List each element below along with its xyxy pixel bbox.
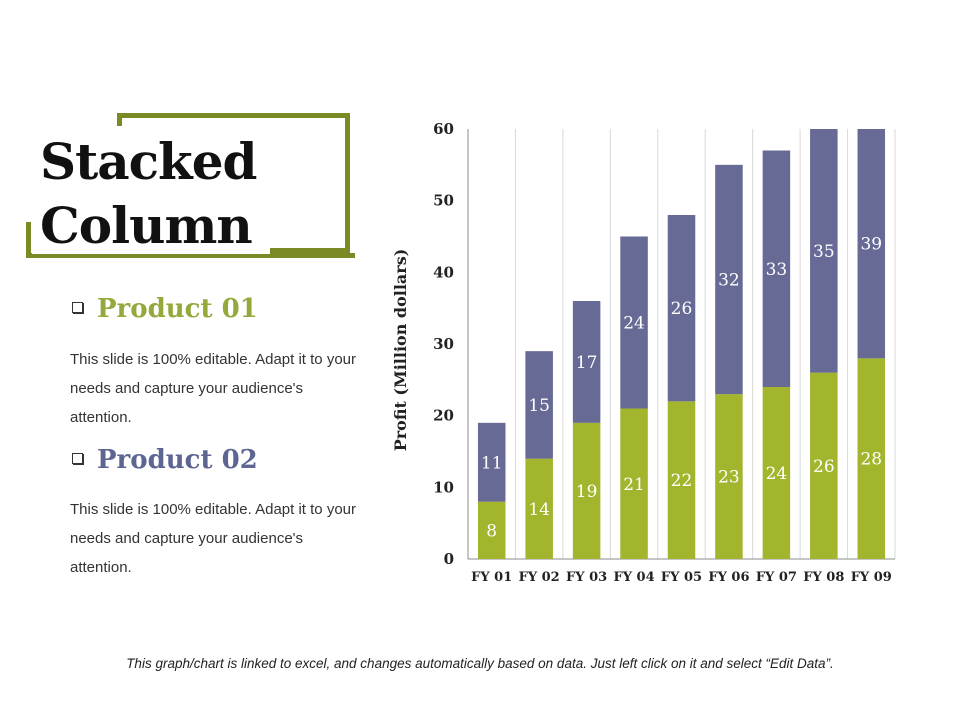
bar-segment-purple: [620, 236, 648, 409]
y-axis-title: Profit (Million dollars): [391, 249, 410, 452]
slide-title-line1: Stacked: [40, 132, 257, 191]
data-label: 21: [623, 475, 645, 495]
data-label: 11: [481, 453, 503, 473]
product-01-heading: Product 01: [72, 294, 258, 324]
x-tick-label: FY 04: [613, 570, 654, 585]
bar-segment-purple: [762, 150, 791, 387]
bar-segment-purple: [477, 422, 506, 502]
data-label: 14: [528, 500, 550, 520]
data-label: 15: [528, 396, 550, 416]
bar-segment-purple: [857, 129, 886, 359]
bar-segment-green: [857, 358, 886, 559]
data-label: 19: [576, 482, 598, 502]
product-02-text: This slide is 100% editable. Adapt it to…: [70, 501, 356, 576]
bar-segment-green: [715, 394, 743, 559]
slide-title-line2: Column: [40, 196, 253, 255]
data-label: 33: [766, 260, 788, 280]
bar-segment-green: [762, 387, 791, 559]
product-02-heading: Product 02: [72, 445, 258, 475]
bar-segment-purple: [667, 215, 696, 402]
x-tick-label: FY 02: [519, 570, 560, 585]
title-mask: [32, 126, 270, 254]
square-bullet-icon: [72, 301, 83, 313]
data-label: 26: [813, 457, 835, 477]
y-tick-label: 20: [433, 407, 454, 425]
slide-title: Stacked Column: [40, 130, 290, 258]
bar-segment-green: [525, 458, 553, 559]
bar-segment-green: [572, 422, 601, 559]
x-tick-label: FY 01: [471, 570, 512, 585]
x-tick-label: FY 05: [661, 570, 702, 585]
data-label: 24: [766, 464, 788, 484]
x-tick-label: FY 08: [803, 570, 844, 585]
data-label: 32: [718, 271, 740, 291]
y-tick-label: 50: [433, 192, 454, 210]
product-01-title: Product 01: [97, 294, 258, 324]
x-tick-label: FY 09: [851, 570, 892, 585]
bar-segment-green: [810, 372, 838, 559]
data-label: 35: [813, 242, 835, 262]
bar-segment-purple: [572, 301, 601, 423]
bar-segment-purple: [715, 164, 743, 395]
data-label: 22: [671, 471, 693, 491]
product-01-text: This slide is 100% editable. Adapt it to…: [70, 351, 356, 426]
x-tick-label: FY 06: [708, 570, 749, 585]
data-label: 28: [860, 450, 882, 470]
y-tick-label: 10: [433, 478, 454, 496]
data-label: 17: [576, 353, 598, 373]
data-label: 26: [671, 299, 693, 319]
y-tick-label: 30: [433, 335, 454, 353]
stacked-column-chart: 0 10 20 30 40 50 60 Profit (Million dollars) 8 11…: [391, 120, 896, 585]
square-bullet-icon: [72, 452, 83, 464]
y-tick-label: 60: [433, 120, 454, 138]
data-label: 24: [623, 314, 645, 334]
data-label: 23: [718, 468, 740, 488]
bar-segment-purple: [525, 351, 553, 459]
title-frame-bottom: [26, 253, 355, 258]
bar-segment-green: [477, 501, 506, 559]
x-tick-label: FY 03: [566, 570, 607, 585]
bar-segment-purple: [810, 129, 838, 373]
x-tick-label: FY 07: [756, 570, 797, 585]
bar-segment-green: [667, 401, 696, 559]
data-label: 39: [860, 235, 882, 255]
data-label: 8: [486, 521, 497, 541]
product-02-title: Product 02: [97, 445, 258, 475]
y-tick-label: 40: [433, 263, 454, 281]
y-tick-label: 0: [444, 550, 454, 568]
footer-note: This graph/chart is linked to excel, and…: [126, 656, 834, 671]
bar-segment-green: [620, 408, 648, 559]
